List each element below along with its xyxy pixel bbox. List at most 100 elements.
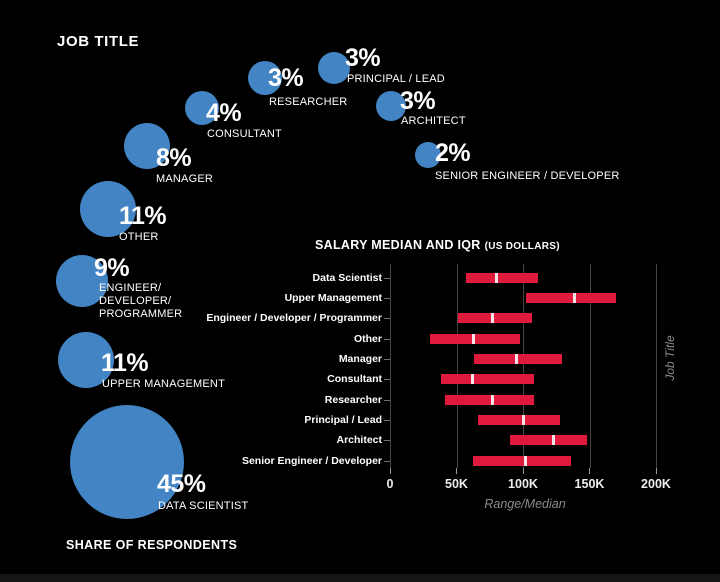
bubble-label-line: OTHER [119,231,159,243]
gridline [390,264,391,468]
bubble-label-consultant: CONSULTANT [207,128,282,141]
category-tick [384,400,390,401]
median-tick-upper-management [573,292,577,303]
bubble-pct-other: 11% [119,202,167,230]
bubble-label-researcher: RESEARCHER [269,96,347,109]
bubble-label-line: CONSULTANT [207,128,282,140]
bubble-label-line: ARCHITECT [401,115,466,127]
bubble-label-line: DEVELOPER/ [99,295,172,307]
x-axis-tick [589,468,590,474]
iqr-bar-consultant [440,374,534,385]
category-label-manager: Manager [338,352,382,365]
bottom-strip [0,574,720,582]
bubble-label-line: DATA SCIENTIST [158,500,249,512]
bubble-circle-data-scientist [70,405,184,519]
iqr-bar-principal-lead [477,415,561,425]
category-tick [384,339,390,340]
bubble-circle-architect [376,91,406,121]
bubble-label-line: ENGINEER/ [99,282,162,294]
x-tick-label: 150K [574,477,605,491]
chart-title-unit: (US DOLLARS) [484,241,560,252]
category-label-engineer-developer-programmer: Engineer / Developer / Programmer [206,312,382,325]
bubble-pct-manager: 8% [156,144,192,172]
bubble-pct-architect: 3% [400,87,436,115]
category-label-data-scientist: Data Scientist [312,271,382,284]
median-tick-researcher [490,394,494,405]
median-tick-other [472,333,476,344]
category-label-senior-engineer-developer: Senior Engineer / Developer [241,454,382,467]
bubble-pct-principal-lead: 3% [345,44,381,72]
bubble-circle-consultant [185,91,219,125]
gridline [456,264,458,468]
category-label-other: Other [353,332,382,345]
bubble-label-line: PROGRAMMER [99,308,183,320]
iqr-bar-engineer-developer-programmer [457,313,533,324]
median-tick-principal-lead [521,415,525,425]
category-tick [384,440,390,441]
bubble-label-line: UPPER MANAGEMENT [102,378,225,390]
bubble-circle-engineer-developer-programmer [56,255,108,307]
bubble-label-manager: MANAGER [156,173,213,186]
bubble-label-architect: ARCHITECT [401,115,466,128]
bubble-circle-senior-engineer-developer [415,142,441,168]
chart-title: SALARY MEDIAN AND IQR (US DOLLARS) [315,238,560,252]
category-label-researcher: Researcher [324,393,382,406]
category-tick [384,278,390,279]
bubble-pct-upper-management: 11% [101,349,149,377]
bubble-pct-consultant: 4% [206,99,242,127]
bubble-label-data-scientist: DATA SCIENTIST [158,500,248,513]
x-tick-label: 200K [641,477,671,491]
x-axis-tick [456,468,457,474]
category-tick [384,318,390,319]
iqr-bar-upper-management [525,292,617,303]
page-title: JOB TITLE [57,33,140,50]
bubble-label-other: OTHER [119,231,159,244]
median-tick-manager [514,353,518,364]
gridline [589,264,591,468]
x-axis-tick [389,468,391,474]
bubble-circle-upper-management [58,332,114,388]
category-tick [384,461,390,462]
x-axis-tick [655,468,657,474]
bubble-pct-engineer-developer-programmer: 9% [94,254,130,282]
median-tick-senior-engineer-developer [524,455,528,466]
x-tick-label: 0 [386,477,394,491]
iqr-bar-senior-engineer-developer [472,455,571,466]
bubble-label-line: SENIOR ENGINEER / DEVELOPER [435,170,620,182]
iqr-bar-researcher [444,394,534,405]
chart-title-text: SALARY MEDIAN AND IQR [315,238,481,252]
x-axis-label: Range/Median [484,497,566,511]
share-of-respondents-caption: SHARE OF RESPONDENTS [66,538,238,552]
median-tick-data-scientist [494,272,498,283]
category-label-architect: Architect [336,434,382,447]
bubble-label-upper-management: UPPER MANAGEMENT [102,378,225,391]
bubble-circle-manager [124,123,170,169]
category-label-upper-management: Upper Management [284,291,382,304]
bubble-pct-researcher: 3% [268,64,304,92]
median-tick-engineer-developer-programmer [490,313,494,324]
x-tick-label: 100K [508,477,538,491]
median-tick-consultant [471,374,474,385]
bubble-label-senior-engineer-developer: SENIOR ENGINEER / DEVELOPER [435,170,620,183]
category-tick [384,420,390,421]
iqr-bar-data-scientist [465,272,538,283]
bubble-label-line: MANAGER [156,173,214,185]
bubble-pct-senior-engineer-developer: 2% [435,139,471,167]
iqr-bar-architect [509,435,587,446]
bubble-label-engineer-developer-programmer: ENGINEER/DEVELOPER/PROGRAMMER [99,282,182,321]
gridline [523,264,524,468]
category-tick [384,298,390,299]
bubble-label-principal-lead: PRINCIPAL / LEAD [347,73,445,86]
bubble-pct-data-scientist: 45% [157,470,206,498]
bubble-label-line: PRINCIPAL / LEAD [347,73,445,85]
category-tick [384,359,390,360]
x-axis-tick [522,468,524,474]
category-label-principal-lead: Principal / Lead [304,414,382,426]
median-tick-architect [552,435,556,446]
bubble-label-line: RESEARCHER [269,96,348,108]
category-label-consultant: Consultant [327,373,382,386]
x-tick-label: 50K [445,477,468,491]
category-tick [384,379,390,380]
bubble-circle-other [80,181,136,237]
